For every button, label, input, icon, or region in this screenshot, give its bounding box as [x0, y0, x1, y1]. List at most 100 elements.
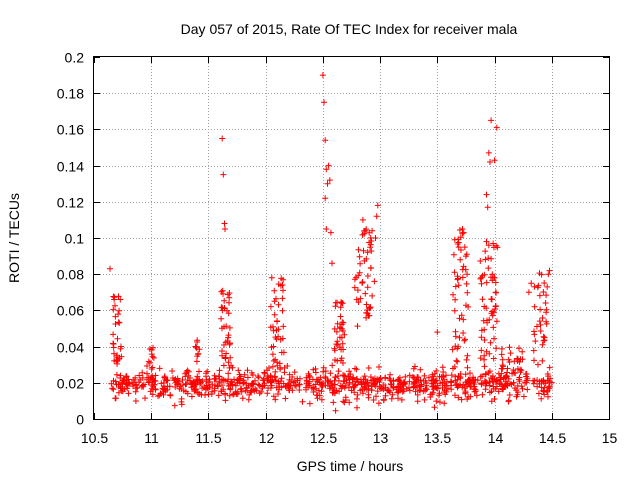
data-point	[329, 362, 336, 369]
data-point	[267, 303, 274, 310]
data-point	[225, 376, 232, 383]
data-point	[110, 331, 117, 338]
data-point	[433, 398, 440, 405]
data-point	[459, 266, 466, 273]
data-point	[479, 296, 486, 303]
x-tick-label: 14	[488, 430, 504, 446]
data-point	[135, 379, 142, 386]
data-point	[483, 279, 490, 286]
data-point	[546, 267, 553, 274]
data-point	[496, 380, 503, 387]
data-point	[544, 283, 551, 290]
data-point	[219, 325, 225, 332]
data-point	[457, 247, 464, 253]
data-point	[382, 384, 389, 391]
data-point	[406, 387, 413, 394]
data-point	[293, 383, 300, 389]
data-point	[448, 372, 455, 379]
data-point	[519, 348, 526, 355]
data-point	[145, 358, 152, 365]
data-point	[280, 276, 287, 283]
data-point	[425, 374, 432, 381]
data-point	[111, 296, 118, 303]
data-point	[299, 398, 306, 405]
data-point	[275, 378, 282, 385]
data-point	[114, 352, 121, 359]
data-point	[183, 381, 190, 387]
data-point	[477, 258, 484, 264]
data-point	[188, 393, 195, 400]
data-point	[151, 381, 158, 388]
data-point	[264, 367, 271, 374]
data-point	[436, 392, 442, 399]
data-point	[372, 235, 379, 241]
data-point	[489, 271, 496, 278]
data-point	[359, 279, 366, 285]
data-point	[412, 363, 418, 370]
data-point	[455, 394, 462, 401]
data-point	[492, 306, 499, 312]
data-point	[360, 247, 367, 254]
data-point	[377, 375, 384, 382]
data-point	[323, 226, 330, 232]
data-point	[503, 382, 510, 389]
data-point	[500, 375, 507, 382]
data-point	[504, 382, 511, 389]
x-tick-label: 14.5	[539, 430, 566, 446]
data-point	[400, 388, 407, 394]
data-point	[349, 375, 356, 382]
data-point	[531, 331, 538, 338]
data-point	[522, 371, 529, 378]
data-point	[116, 307, 123, 314]
data-point	[371, 278, 378, 285]
data-point	[156, 365, 163, 372]
data-point	[493, 124, 500, 131]
data-point	[492, 385, 499, 392]
data-point	[229, 381, 236, 388]
data-point	[423, 386, 430, 393]
data-point	[136, 372, 143, 379]
data-point	[479, 373, 486, 380]
data-point	[115, 311, 122, 318]
data-point	[485, 255, 492, 262]
data-point	[484, 204, 491, 211]
data-point	[239, 395, 246, 402]
data-point	[281, 369, 288, 376]
data-point	[457, 374, 464, 380]
data-point	[536, 318, 543, 325]
data-point	[368, 265, 374, 272]
data-point	[330, 399, 337, 406]
data-point	[499, 356, 506, 363]
data-point	[337, 304, 344, 311]
data-point	[219, 352, 226, 359]
data-point	[143, 376, 150, 383]
data-point	[516, 359, 523, 365]
data-point	[491, 274, 498, 281]
data-point	[120, 377, 127, 384]
data-point	[225, 370, 232, 377]
data-point	[462, 371, 469, 378]
data-point	[132, 398, 139, 404]
data-point	[324, 180, 331, 187]
data-point	[536, 292, 543, 299]
data-point	[460, 229, 467, 236]
data-point	[510, 367, 517, 373]
y-tick-label: 0.06	[57, 303, 84, 319]
data-point	[541, 337, 548, 344]
data-point	[327, 370, 334, 377]
data-point	[352, 365, 358, 372]
data-point	[388, 395, 395, 402]
data-point	[406, 372, 413, 379]
data-point	[351, 383, 358, 390]
data-point	[433, 367, 440, 374]
data-point	[110, 306, 117, 313]
data-point	[395, 388, 402, 395]
data-point	[248, 387, 255, 394]
data-point	[532, 338, 539, 345]
data-point	[354, 323, 361, 330]
data-point	[226, 364, 233, 371]
data-point	[492, 279, 499, 286]
data-point	[533, 323, 540, 330]
data-point	[118, 385, 125, 392]
data-point	[268, 274, 275, 281]
